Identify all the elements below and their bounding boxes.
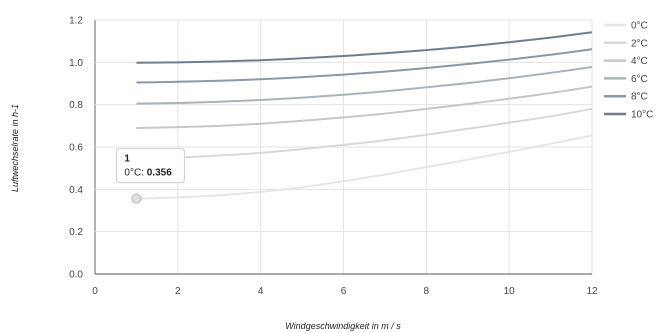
legend-item[interactable]: 0°C xyxy=(604,21,648,32)
series-line[interactable] xyxy=(136,107,593,160)
legend-item[interactable]: 10°C xyxy=(604,110,653,121)
x-tick-label: 10 xyxy=(504,286,516,297)
chart-legend[interactable]: 0°C 2°C 4°C 6°C 8°C 10°C xyxy=(604,21,653,121)
legend-label: 10°C xyxy=(631,110,653,121)
series-line[interactable] xyxy=(136,66,593,105)
chart-tooltip: 1 0°C: 0.356 xyxy=(115,148,185,204)
y-tick-label: 0.4 xyxy=(69,185,83,196)
x-tick-label: 12 xyxy=(586,286,598,297)
y-tick-label: 0.2 xyxy=(69,227,83,238)
series-line[interactable] xyxy=(136,31,593,64)
tooltip-value: 0.356 xyxy=(147,168,172,179)
legend-label: 0°C xyxy=(631,21,648,32)
chart-grid xyxy=(94,19,593,275)
y-tick-label: 1.0 xyxy=(69,58,83,69)
x-tick-label: 2 xyxy=(175,286,181,297)
tooltip-series-label: 0°C: xyxy=(124,168,146,179)
series-line[interactable] xyxy=(136,134,593,200)
tooltip-title: 1 xyxy=(124,154,130,165)
x-axis-ticks: 0 2 4 6 8 10 12 xyxy=(92,286,598,297)
x-axis-title: Windgeschwindigkeit in m / s xyxy=(285,321,401,331)
y-axis-ticks: 0.0 0.2 0.4 0.6 0.8 1.0 1.2 xyxy=(69,16,83,281)
series-line[interactable] xyxy=(136,85,593,129)
x-tick-label: 4 xyxy=(258,286,264,297)
x-tick-label: 0 xyxy=(92,286,98,297)
legend-item[interactable]: 2°C xyxy=(604,38,648,49)
tooltip-value-line: 0°C: 0.356 xyxy=(124,168,172,179)
series-line[interactable] xyxy=(136,48,593,84)
x-tick-label: 6 xyxy=(341,286,347,297)
legend-label: 6°C xyxy=(631,74,648,85)
x-tick-label: 8 xyxy=(424,286,430,297)
y-axis-title: Luftwechselrate in h-1 xyxy=(10,104,20,192)
highlighted-data-point[interactable] xyxy=(131,193,142,204)
tooltip-box xyxy=(115,148,185,184)
y-tick-label: 0.0 xyxy=(69,270,83,281)
legend-label: 4°C xyxy=(631,56,648,67)
legend-item[interactable]: 8°C xyxy=(604,92,648,103)
legend-item[interactable]: 6°C xyxy=(604,74,648,85)
y-tick-label: 0.8 xyxy=(69,100,83,111)
chart-series-lines xyxy=(136,31,593,200)
y-tick-label: 0.6 xyxy=(69,143,83,154)
legend-label: 8°C xyxy=(631,92,648,103)
legend-label: 2°C xyxy=(631,38,648,49)
legend-item[interactable]: 4°C xyxy=(604,56,648,67)
y-tick-label: 1.2 xyxy=(69,16,83,27)
